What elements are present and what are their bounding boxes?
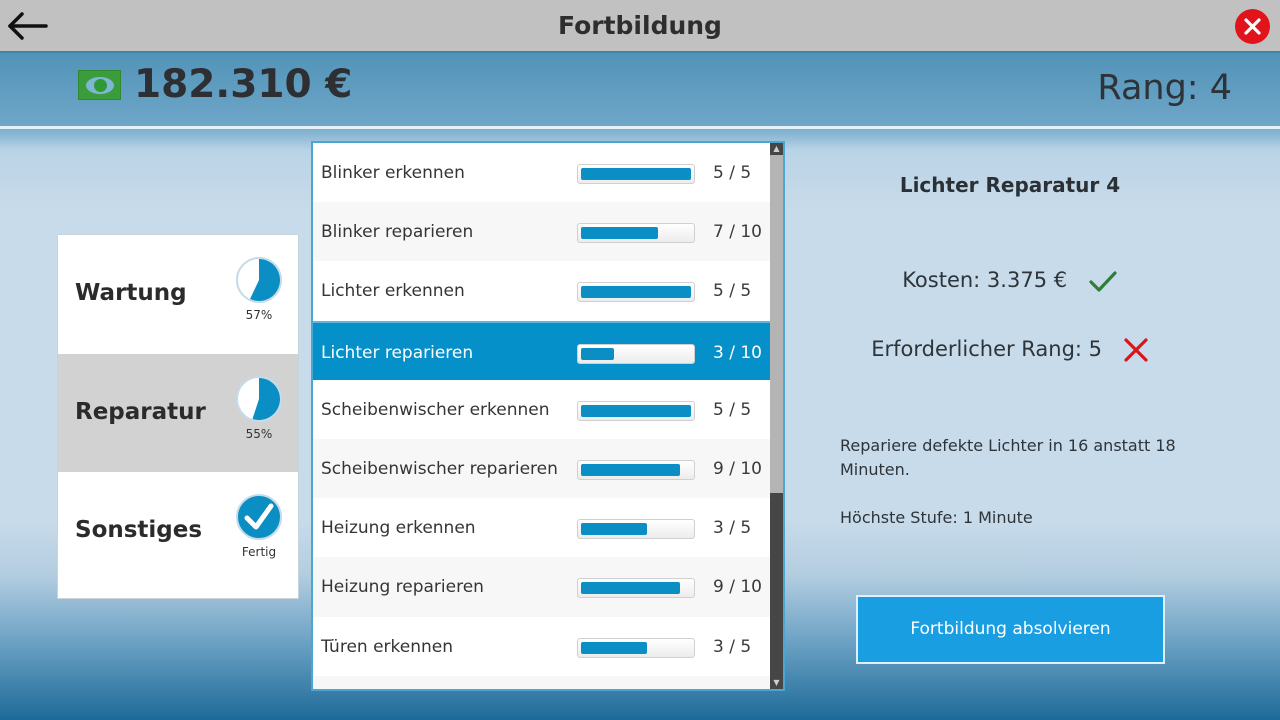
skill-rows: Blinker erkennen 5 / 5 Blinker repariere… (313, 143, 770, 689)
skill-label: Türen erkennen (321, 636, 454, 657)
skill-list: Blinker erkennen 5 / 5 Blinker repariere… (311, 141, 785, 691)
skill-count: 5 / 5 (713, 281, 752, 302)
list-item-selected[interactable]: Lichter reparieren 3 / 10 (313, 320, 770, 380)
skill-count: 3 / 5 (713, 636, 752, 657)
progress-bar (577, 343, 695, 364)
skill-label: Lichter erkennen (321, 281, 465, 302)
list-item-partial[interactable] (313, 675, 770, 689)
detail-description: Repariere defekte Lichter in 16 anstatt … (840, 436, 1176, 479)
category-panel: Wartung 57% Reparatur 55% Sonstiges Fert… (57, 234, 299, 599)
back-button[interactable] (6, 10, 50, 42)
progress-bar (577, 459, 695, 480)
skill-label: Scheibenwischer reparieren (321, 458, 558, 479)
progress-pie-icon (236, 257, 282, 303)
rank-requirement: Erforderlicher Rang: 5 (840, 337, 1180, 363)
skill-label: Heizung reparieren (321, 577, 484, 598)
skill-label: Blinker erkennen (321, 163, 465, 183)
cost-requirement: Kosten: 3.375 € (840, 268, 1180, 293)
skill-label: Scheibenwischer erkennen (321, 399, 550, 420)
skill-count: 5 / 5 (713, 399, 752, 420)
checkmark-icon (1089, 271, 1117, 292)
title-bar: Fortbildung (0, 0, 1280, 53)
progress-bar (577, 519, 695, 540)
list-item[interactable]: Türen erkennen 3 / 5 (313, 616, 770, 676)
skill-count: 3 / 5 (713, 518, 752, 539)
category-reparatur[interactable]: Reparatur 55% (58, 353, 298, 472)
skill-count: 3 / 10 (713, 342, 762, 363)
player-rank: Rang: 4 (1097, 68, 1232, 108)
category-wartung[interactable]: Wartung 57% (58, 235, 298, 354)
scroll-thumb[interactable] (770, 493, 783, 677)
category-progress: 55% (245, 426, 273, 441)
detail-title: Lichter Reparatur 4 (899, 173, 1121, 197)
cross-icon (1124, 338, 1148, 362)
close-button[interactable] (1235, 9, 1270, 44)
category-label: Reparatur (75, 398, 206, 425)
skill-count: 5 / 5 (713, 163, 752, 183)
progress-pie-icon (236, 375, 282, 422)
category-progress: Fertig (241, 545, 277, 559)
banknote-icon (78, 70, 121, 100)
arrow-left-icon (8, 12, 48, 40)
category-progress: 57% (245, 308, 273, 322)
complete-training-button[interactable]: Fortbildung absolvieren (856, 595, 1165, 664)
list-item[interactable]: Scheibenwischer erkennen 5 / 5 (313, 379, 770, 439)
category-label: Sonstiges (75, 517, 203, 543)
progress-bar (577, 578, 695, 599)
checkmark-circle-icon (236, 494, 282, 540)
category-sonstiges[interactable]: Sonstiges Fertig (58, 472, 298, 591)
progress-bar (577, 400, 695, 421)
money-balance: 182.310 € (134, 62, 353, 107)
progress-bar (577, 637, 695, 658)
skill-label: Lichter reparieren (321, 342, 474, 363)
page-title: Fortbildung (558, 11, 722, 40)
progress-bar (577, 164, 695, 184)
list-scrollbar[interactable]: ▲ ▼ (770, 143, 783, 689)
list-item[interactable]: Lichter erkennen 5 / 5 (313, 261, 770, 321)
progress-bar (577, 282, 695, 303)
category-label: Wartung (75, 280, 187, 306)
skill-count: 7 / 10 (713, 222, 762, 243)
list-item[interactable]: Heizung reparieren 9 / 10 (313, 557, 770, 617)
skill-count: 9 / 10 (713, 577, 762, 598)
skill-label: Blinker reparieren (321, 222, 474, 243)
scroll-down-chevron-icon[interactable]: ▼ (770, 677, 783, 689)
progress-bar (577, 223, 695, 244)
max-level-text: Höchste Stufe: 1 Minute (840, 508, 1033, 527)
skill-label: Heizung erkennen (321, 518, 476, 539)
list-item[interactable]: Scheibenwischer reparieren 9 / 10 (313, 438, 770, 499)
required-rank-text: Erforderlicher Rang: 5 (871, 337, 1103, 361)
list-item[interactable]: Blinker erkennen 5 / 5 (313, 143, 770, 203)
header-divider (0, 126, 1280, 129)
list-item[interactable]: Heizung erkennen 3 / 5 (313, 498, 770, 558)
scroll-up-chevron-icon[interactable]: ▲ (770, 143, 783, 155)
list-item[interactable]: Blinker reparieren 7 / 10 (313, 202, 770, 262)
close-icon (1244, 18, 1261, 35)
cost-text: Kosten: 3.375 € (902, 268, 1068, 292)
skill-count: 9 / 10 (713, 458, 762, 479)
